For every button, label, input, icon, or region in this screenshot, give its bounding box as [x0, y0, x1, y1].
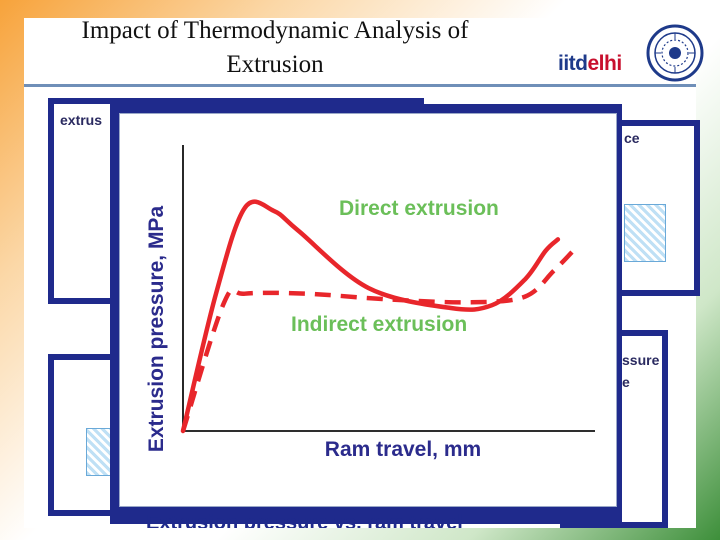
institute-seal-icon	[646, 24, 704, 82]
x-axis-label: Ram travel, mm	[325, 438, 481, 461]
iit-delhi-logo: iitdelhi	[558, 52, 622, 76]
title-divider	[24, 84, 696, 87]
background-text-bottom-right-2: e	[622, 374, 630, 390]
background-text-bottom-right-1: ssure	[622, 352, 660, 368]
slide-title-line1: Impact of Thermodynamic Analysis of	[81, 17, 469, 44]
annotation-direct-extrusion: Direct extrusion	[339, 197, 499, 220]
background-text-top-right: ce	[624, 130, 640, 146]
background-text-top-left: extrus	[60, 112, 103, 128]
figure-panel	[119, 113, 617, 507]
y-axis-label: Extrusion pressure, MPa	[145, 206, 168, 453]
indirect-extrusion-curve	[180, 243, 581, 432]
direct-extrusion-curve	[180, 199, 561, 434]
extrusion-pressure-chart: Extrusion pressure, MPa Ram travel, mm D…	[145, 145, 595, 461]
hatched-block-top-right	[624, 204, 666, 262]
slide-title: Impact of Thermodynamic Analysis of Extr…	[40, 14, 510, 82]
annotation-indirect-extrusion: Indirect extrusion	[291, 313, 467, 336]
logo-suffix: elhi	[587, 52, 623, 75]
figure-caption: Extrusion pressure vs. ram travel	[146, 512, 463, 528]
slide-title-line2: Extrusion	[226, 51, 324, 78]
logo-prefix: iitd	[558, 52, 588, 75]
